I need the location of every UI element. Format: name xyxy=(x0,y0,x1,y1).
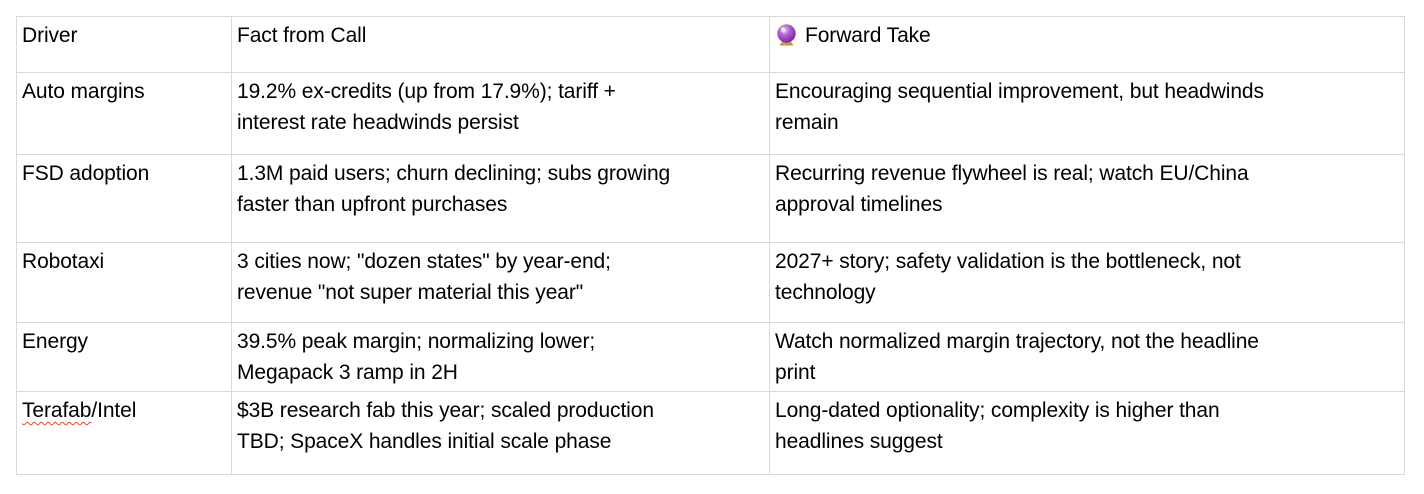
fact-text: interest rate headwinds persist xyxy=(237,111,519,134)
fact-text: TBD; SpaceX handles initial scale phase xyxy=(237,430,612,453)
cell-robotaxi-take[interactable]: 2027+ story; safety validation is the bo… xyxy=(769,242,1405,323)
take-text: print xyxy=(775,361,816,384)
cell-robotaxi-driver[interactable]: Robotaxi xyxy=(16,242,232,323)
fact-text: Megapack 3 ramp in 2H xyxy=(237,361,458,384)
row-terafab-intel: Terafab/Intel $3B research fab this year… xyxy=(16,391,1405,475)
row-robotaxi: Robotaxi 3 cities now; "dozen states" by… xyxy=(16,242,1405,323)
row-energy: Energy 39.5% peak margin; normalizing lo… xyxy=(16,322,1405,392)
cell-energy-fact[interactable]: 39.5% peak margin; normalizing lower; Me… xyxy=(231,322,770,392)
row-fsd-adoption: FSD adoption 1.3M paid users; churn decl… xyxy=(16,154,1405,243)
cell-fsd-fact[interactable]: 1.3M paid users; churn declining; subs g… xyxy=(231,154,770,243)
fact-text: revenue "not super material this year" xyxy=(237,281,584,304)
driver-label-misspelled: Terafab xyxy=(22,399,92,422)
cell-auto-margins-fact[interactable]: 19.2% ex-credits (up from 17.9%); tariff… xyxy=(231,72,770,155)
driver-label: Robotaxi xyxy=(22,250,105,273)
cell-terafab-driver[interactable]: Terafab/Intel xyxy=(16,391,232,475)
header-cell-forward-take[interactable]: Forward Take xyxy=(769,16,1405,73)
cell-terafab-take[interactable]: Long-dated optionality; complexity is hi… xyxy=(769,391,1405,475)
drivers-table: Driver Fact from Call Forward Take xyxy=(16,16,1405,475)
cell-auto-margins-driver[interactable]: Auto margins xyxy=(16,72,232,155)
cell-auto-margins-take[interactable]: Encouraging sequential improvement, but … xyxy=(769,72,1405,155)
cell-energy-take[interactable]: Watch normalized margin trajectory, not … xyxy=(769,322,1405,392)
cell-fsd-take[interactable]: Recurring revenue flywheel is real; watc… xyxy=(769,154,1405,243)
header-fact-label: Fact from Call xyxy=(237,24,367,47)
take-text: Encouraging sequential improvement, but … xyxy=(775,80,1264,103)
cell-fsd-driver[interactable]: FSD adoption xyxy=(16,154,232,243)
driver-label: Energy xyxy=(22,330,88,353)
cell-energy-driver[interactable]: Energy xyxy=(16,322,232,392)
take-text: approval timelines xyxy=(775,193,943,216)
fact-text: 39.5% peak margin; normalizing lower; xyxy=(237,330,596,353)
take-text: Watch normalized margin trajectory, not … xyxy=(775,330,1259,353)
header-cell-fact[interactable]: Fact from Call xyxy=(231,16,770,73)
take-text: remain xyxy=(775,111,839,134)
cell-terafab-fact[interactable]: $3B research fab this year; scaled produ… xyxy=(231,391,770,475)
fact-text: $3B research fab this year; scaled produ… xyxy=(237,399,654,422)
driver-label: Auto margins xyxy=(22,80,145,103)
fact-text: faster than upfront purchases xyxy=(237,193,508,216)
fact-text: 1.3M paid users; churn declining; subs g… xyxy=(237,162,671,185)
driver-label: FSD adoption xyxy=(22,162,150,185)
row-auto-margins: Auto margins 19.2% ex-credits (up from 1… xyxy=(16,72,1405,155)
header-driver-label: Driver xyxy=(22,24,78,47)
take-text: technology xyxy=(775,281,876,304)
fact-text: 19.2% ex-credits (up from 17.9%); tariff… xyxy=(237,80,616,103)
fact-text: 3 cities now; "dozen states" by year-end… xyxy=(237,250,611,273)
table-header-row: Driver Fact from Call Forward Take xyxy=(16,16,1405,73)
header-cell-driver[interactable]: Driver xyxy=(16,16,232,73)
cell-robotaxi-fact[interactable]: 3 cities now; "dozen states" by year-end… xyxy=(231,242,770,323)
take-text: Recurring revenue flywheel is real; watc… xyxy=(775,162,1249,185)
take-text: headlines suggest xyxy=(775,430,943,453)
crystal-ball-icon xyxy=(777,24,796,46)
driver-label: /Intel xyxy=(91,399,137,422)
header-forward-take-label: Forward Take xyxy=(805,24,931,47)
take-text: 2027+ story; safety validation is the bo… xyxy=(775,250,1241,273)
take-text: Long-dated optionality; complexity is hi… xyxy=(775,399,1220,422)
